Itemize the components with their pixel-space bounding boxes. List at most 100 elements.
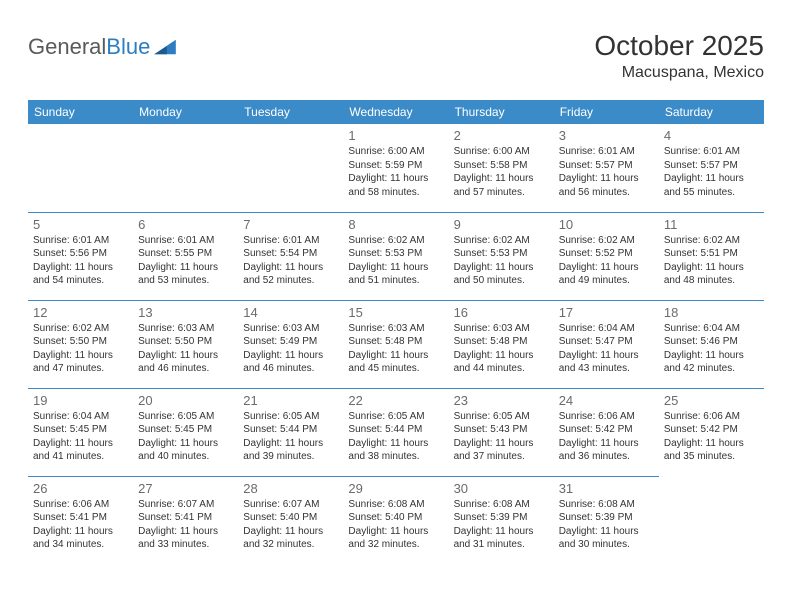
calendar-cell: 22 Sunrise: 6:05 AMSunset: 5:44 PMDayligh…: [343, 388, 448, 476]
day-info: Sunrise: 6:06 AMSunset: 5:42 PMDaylight:…: [559, 410, 654, 464]
weekday-header: Wednesday: [343, 100, 448, 124]
calendar-cell: 2 Sunrise: 6:00 AMSunset: 5:58 PMDaylight…: [449, 124, 554, 212]
day-number: 14: [243, 305, 338, 320]
day-info: Sunrise: 6:05 AMSunset: 5:44 PMDaylight:…: [348, 410, 443, 464]
day-info: Sunrise: 6:04 AMSunset: 5:46 PMDaylight:…: [664, 322, 759, 376]
day-number: 17: [559, 305, 654, 320]
day-number: 9: [454, 217, 549, 232]
day-number: 8: [348, 217, 443, 232]
day-info: Sunrise: 6:03 AMSunset: 5:49 PMDaylight:…: [243, 322, 338, 376]
day-info: Sunrise: 6:00 AMSunset: 5:59 PMDaylight:…: [348, 145, 443, 199]
calendar-cell: 27 Sunrise: 6:07 AMSunset: 5:41 PMDayligh…: [133, 476, 238, 564]
calendar-cell: 21 Sunrise: 6:05 AMSunset: 5:44 PMDayligh…: [238, 388, 343, 476]
day-info: Sunrise: 6:08 AMSunset: 5:40 PMDaylight:…: [348, 498, 443, 552]
day-number: 7: [243, 217, 338, 232]
day-number: 20: [138, 393, 233, 408]
day-number: 21: [243, 393, 338, 408]
day-number: 23: [454, 393, 549, 408]
day-info: Sunrise: 6:01 AMSunset: 5:55 PMDaylight:…: [138, 234, 233, 288]
day-number: 28: [243, 481, 338, 496]
day-number: 19: [33, 393, 128, 408]
day-info: Sunrise: 6:00 AMSunset: 5:58 PMDaylight:…: [454, 145, 549, 199]
day-info: Sunrise: 6:03 AMSunset: 5:48 PMDaylight:…: [454, 322, 549, 376]
day-number: 24: [559, 393, 654, 408]
brand-logo: GeneralBlue: [28, 34, 176, 60]
calendar-row: 12Sunrise: 6:02 AMSunset: 5:50 PMDayligh…: [28, 300, 764, 388]
calendar-cell: 14 Sunrise: 6:03 AMSunset: 5:49 PMDayligh…: [238, 300, 343, 388]
calendar-cell: 9Sunrise: 6:02 AMSunset: 5:53 PMDaylight…: [449, 212, 554, 300]
weekday-header-row: SundayMondayTuesdayWednesdayThursdayFrid…: [28, 100, 764, 124]
day-number: 25: [664, 393, 759, 408]
brand-text-1: General: [28, 34, 106, 59]
calendar-cell: 30Sunrise: 6:08 AMSunset: 5:39 PMDayligh…: [449, 476, 554, 564]
day-info: Sunrise: 6:08 AMSunset: 5:39 PMDaylight:…: [559, 498, 654, 552]
day-info: Sunrise: 6:02 AMSunset: 5:51 PMDaylight:…: [664, 234, 759, 288]
calendar-cell-empty: [133, 124, 238, 212]
calendar-cell: 11 Sunrise: 6:02 AMSunset: 5:51 PMDayligh…: [659, 212, 764, 300]
calendar-cell-empty: [238, 124, 343, 212]
day-number: 11: [664, 217, 759, 232]
calendar-cell: 24 Sunrise: 6:06 AMSunset: 5:42 PMDayligh…: [554, 388, 659, 476]
calendar-row: 26Sunrise: 6:06 AMSunset: 5:41 PMDayligh…: [28, 476, 764, 564]
calendar-cell: 23 Sunrise: 6:05 AMSunset: 5:43 PMDayligh…: [449, 388, 554, 476]
month-title: October 2025: [594, 30, 764, 62]
calendar-cell: 4 Sunrise: 6:01 AMSunset: 5:57 PMDaylight…: [659, 124, 764, 212]
day-number: 1: [348, 128, 443, 143]
calendar-cell: 6 Sunrise: 6:01 AMSunset: 5:55 PMDaylight…: [133, 212, 238, 300]
day-number: 29: [348, 481, 443, 496]
calendar-cell: 15Sunrise: 6:03 AMSunset: 5:48 PMDayligh…: [343, 300, 448, 388]
day-info: Sunrise: 6:04 AMSunset: 5:45 PMDaylight:…: [33, 410, 128, 464]
title-block: October 2025 Macuspana, Mexico: [594, 30, 764, 82]
calendar-cell: 12Sunrise: 6:02 AMSunset: 5:50 PMDayligh…: [28, 300, 133, 388]
day-info: Sunrise: 6:02 AMSunset: 5:53 PMDaylight:…: [348, 234, 443, 288]
day-number: 4: [664, 128, 759, 143]
calendar-cell: 20Sunrise: 6:05 AMSunset: 5:45 PMDayligh…: [133, 388, 238, 476]
day-info: Sunrise: 6:05 AMSunset: 5:44 PMDaylight:…: [243, 410, 338, 464]
calendar-cell: 3 Sunrise: 6:01 AMSunset: 5:57 PMDaylight…: [554, 124, 659, 212]
day-number: 5: [33, 217, 128, 232]
day-info: Sunrise: 6:07 AMSunset: 5:40 PMDaylight:…: [243, 498, 338, 552]
calendar-cell-empty: [659, 476, 764, 564]
calendar-body: 1 Sunrise: 6:00 AMSunset: 5:59 PMDaylight…: [28, 124, 764, 564]
day-info: Sunrise: 6:01 AMSunset: 5:54 PMDaylight:…: [243, 234, 338, 288]
day-info: Sunrise: 6:05 AMSunset: 5:43 PMDaylight:…: [454, 410, 549, 464]
calendar-cell-empty: [28, 124, 133, 212]
day-info: Sunrise: 6:07 AMSunset: 5:41 PMDaylight:…: [138, 498, 233, 552]
day-number: 26: [33, 481, 128, 496]
day-number: 3: [559, 128, 654, 143]
day-number: 30: [454, 481, 549, 496]
day-info: Sunrise: 6:03 AMSunset: 5:50 PMDaylight:…: [138, 322, 233, 376]
calendar-cell: 16 Sunrise: 6:03 AMSunset: 5:48 PMDayligh…: [449, 300, 554, 388]
day-info: Sunrise: 6:01 AMSunset: 5:56 PMDaylight:…: [33, 234, 128, 288]
day-info: Sunrise: 6:04 AMSunset: 5:47 PMDaylight:…: [559, 322, 654, 376]
calendar-cell: 18Sunrise: 6:04 AMSunset: 5:46 PMDayligh…: [659, 300, 764, 388]
day-number: 31: [559, 481, 654, 496]
day-info: Sunrise: 6:01 AMSunset: 5:57 PMDaylight:…: [559, 145, 654, 199]
day-info: Sunrise: 6:02 AMSunset: 5:52 PMDaylight:…: [559, 234, 654, 288]
day-number: 13: [138, 305, 233, 320]
calendar-cell: 7 Sunrise: 6:01 AMSunset: 5:54 PMDaylight…: [238, 212, 343, 300]
weekday-header: Tuesday: [238, 100, 343, 124]
day-info: Sunrise: 6:06 AMSunset: 5:42 PMDaylight:…: [664, 410, 759, 464]
brand-triangle-icon: [154, 38, 176, 56]
calendar-cell: 17 Sunrise: 6:04 AMSunset: 5:47 PMDayligh…: [554, 300, 659, 388]
brand-text-2: Blue: [106, 34, 150, 59]
day-number: 27: [138, 481, 233, 496]
day-number: 2: [454, 128, 549, 143]
day-number: 10: [559, 217, 654, 232]
brand-text: GeneralBlue: [28, 34, 150, 60]
day-info: Sunrise: 6:03 AMSunset: 5:48 PMDaylight:…: [348, 322, 443, 376]
day-number: 22: [348, 393, 443, 408]
calendar-row: 1 Sunrise: 6:00 AMSunset: 5:59 PMDaylight…: [28, 124, 764, 212]
calendar-table: SundayMondayTuesdayWednesdayThursdayFrid…: [28, 100, 764, 564]
day-number: 16: [454, 305, 549, 320]
calendar-cell: 26Sunrise: 6:06 AMSunset: 5:41 PMDayligh…: [28, 476, 133, 564]
calendar-cell: 31 Sunrise: 6:08 AMSunset: 5:39 PMDayligh…: [554, 476, 659, 564]
weekday-header: Sunday: [28, 100, 133, 124]
day-info: Sunrise: 6:01 AMSunset: 5:57 PMDaylight:…: [664, 145, 759, 199]
day-number: 6: [138, 217, 233, 232]
weekday-header: Monday: [133, 100, 238, 124]
calendar-cell: 28 Sunrise: 6:07 AMSunset: 5:40 PMDayligh…: [238, 476, 343, 564]
calendar-cell: 10 Sunrise: 6:02 AMSunset: 5:52 PMDayligh…: [554, 212, 659, 300]
weekday-header: Thursday: [449, 100, 554, 124]
